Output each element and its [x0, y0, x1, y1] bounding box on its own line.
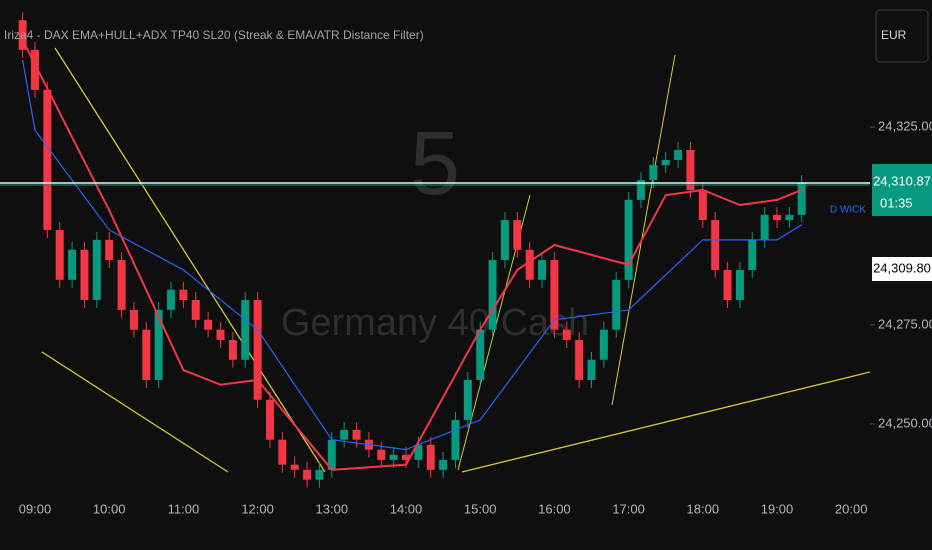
candle-body [636, 180, 645, 200]
candle-body [674, 150, 683, 160]
y-tick-label: 24,250.00 [878, 415, 932, 430]
last-price-box [872, 164, 932, 216]
candle-body [402, 454, 410, 460]
candle-body [463, 379, 472, 420]
watermark-interval: 5 [410, 114, 460, 214]
candle-body [278, 439, 287, 465]
candle-body [253, 300, 262, 400]
candle-body [599, 329, 608, 360]
candle-body [525, 249, 534, 280]
y-tick-label: 24,325.00 [878, 118, 932, 133]
x-tick-label: 19:00 [761, 501, 794, 516]
candle-body [92, 239, 101, 301]
indicator-line [22, 60, 803, 451]
x-tick-label: 11:00 [168, 501, 200, 516]
candle-body [303, 469, 312, 480]
x-tick-label: 16:00 [538, 501, 571, 516]
candle-body [550, 260, 559, 330]
candle-body [167, 289, 176, 310]
candle-body [389, 454, 398, 460]
wick-label: D WICK [830, 205, 866, 216]
candle-body [773, 214, 781, 221]
candle-body [575, 339, 584, 380]
candle-body [500, 220, 509, 261]
x-tick-label: 10:00 [93, 501, 126, 516]
last-price-label: 24,310.87 [873, 173, 931, 188]
x-tick-label: 15:00 [464, 501, 497, 516]
candle-body [68, 249, 77, 280]
candle-body [538, 260, 547, 280]
candle-body [327, 439, 336, 470]
currency-button[interactable] [875, 9, 929, 63]
candle-body [661, 159, 670, 166]
candle-body [562, 329, 571, 340]
countdown: 01:35 [880, 195, 913, 210]
candle-body [129, 309, 138, 330]
x-tick-label: 14:00 [390, 501, 423, 516]
x-tick-label: 18:00 [687, 501, 720, 516]
currency[interactable]: EUR [881, 28, 907, 42]
other-price-box [872, 257, 932, 281]
candle-body [587, 359, 596, 380]
candle-body [797, 182, 806, 215]
trend-line [41, 351, 229, 473]
candle-body [488, 260, 497, 330]
trend-line [461, 371, 870, 473]
candle-body [760, 214, 769, 240]
candle-body [105, 239, 114, 261]
candle-body [451, 419, 460, 460]
plot [0, 12, 870, 488]
candle-body [735, 269, 744, 301]
candle-body [624, 199, 633, 280]
candle-body [315, 469, 324, 480]
candle-body [142, 329, 151, 380]
candle-body [698, 189, 707, 221]
candle-body [612, 279, 621, 330]
candle-body [265, 399, 274, 440]
candle-body [513, 220, 522, 250]
candle-body [686, 150, 695, 190]
candle-body [649, 165, 658, 181]
candle-body [216, 329, 225, 340]
candle-body [18, 20, 27, 50]
candle-body [179, 289, 188, 301]
y-tick-label: 24,275.00 [878, 316, 932, 331]
chart-title: Iriza4 - DAX EMA+HULL+ADX TP40 SL20 (Str… [4, 28, 424, 42]
trend-line [611, 54, 676, 406]
candle-body [204, 319, 213, 330]
watermark-symbol: Germany 40 Cash [281, 302, 589, 344]
candle-body [340, 429, 349, 440]
candle-body [711, 220, 720, 270]
x-tick-label: 09:00 [19, 501, 52, 516]
candle-body [426, 444, 435, 470]
candle-body [241, 300, 250, 360]
candle-body [748, 239, 757, 270]
candle-body [43, 89, 52, 230]
candle-body [439, 459, 448, 470]
candle-body [117, 260, 126, 310]
candle-body [290, 464, 299, 470]
candle-body [191, 300, 200, 320]
candle-body [154, 309, 163, 380]
x-tick-label: 20:00 [835, 501, 868, 516]
candle-body [55, 229, 64, 280]
x-tick-label: 12:00 [241, 501, 274, 516]
other-price-label: 24,309.80 [873, 260, 931, 275]
candle-body [228, 339, 237, 360]
trend-line [54, 47, 326, 473]
candle-body [377, 449, 386, 460]
x-tick-label: 17:00 [612, 501, 645, 516]
candle-body [476, 329, 485, 380]
candle-body [723, 269, 732, 301]
candle-body [352, 429, 361, 440]
candle-body [785, 214, 794, 221]
indicator-line [21, 39, 803, 471]
x-tick-label: 13:00 [316, 501, 349, 516]
candle-body [80, 249, 89, 301]
candle-body [31, 49, 39, 90]
candle-body [414, 444, 423, 460]
